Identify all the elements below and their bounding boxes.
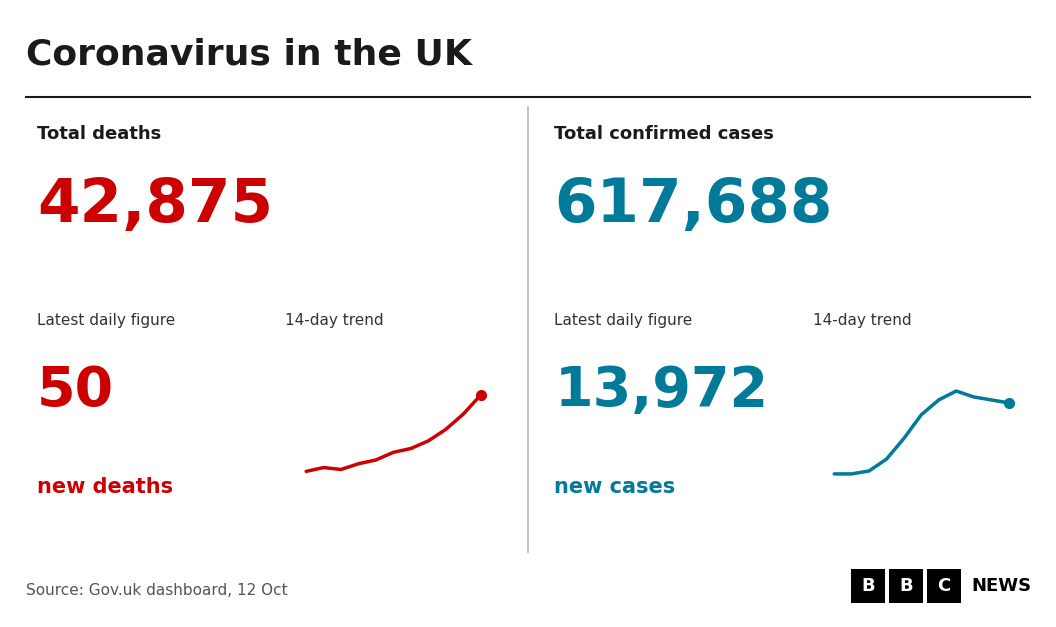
Text: 14-day trend: 14-day trend (813, 314, 911, 329)
Text: Total deaths: Total deaths (37, 125, 162, 144)
Text: 42,875: 42,875 (37, 176, 272, 234)
Text: 617,688: 617,688 (554, 176, 833, 234)
FancyBboxPatch shape (927, 569, 961, 603)
Text: 14-day trend: 14-day trend (285, 314, 383, 329)
Text: Latest daily figure: Latest daily figure (37, 314, 175, 329)
Text: NEWS: NEWS (972, 577, 1032, 595)
Text: B: B (862, 577, 874, 595)
Text: B: B (900, 577, 912, 595)
Text: Source: Gov.uk dashboard, 12 Oct: Source: Gov.uk dashboard, 12 Oct (26, 583, 288, 598)
Text: 13,972: 13,972 (554, 364, 769, 418)
Text: new cases: new cases (554, 477, 676, 497)
Text: new deaths: new deaths (37, 477, 173, 497)
Text: Total confirmed cases: Total confirmed cases (554, 125, 774, 144)
Text: Latest daily figure: Latest daily figure (554, 314, 693, 329)
Text: C: C (938, 577, 950, 595)
Text: Coronavirus in the UK: Coronavirus in the UK (26, 38, 472, 71)
FancyBboxPatch shape (889, 569, 923, 603)
Text: 50: 50 (37, 364, 114, 418)
FancyBboxPatch shape (851, 569, 885, 603)
